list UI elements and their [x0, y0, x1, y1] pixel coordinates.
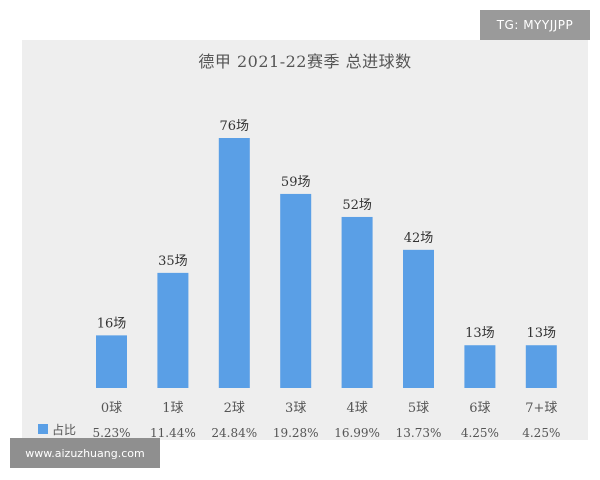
percentage-label: 16.99% — [334, 426, 380, 440]
bar-3 — [280, 193, 312, 388]
category-label: 7+球 — [525, 401, 557, 416]
bar-5 — [403, 249, 434, 388]
bar-6 — [464, 345, 496, 388]
percentage-label: 4.25% — [522, 426, 560, 440]
bar-2 — [218, 138, 250, 388]
legend-swatch — [38, 424, 48, 434]
value-labels-group: 16场 35场 76场 59场 52场 42场 13场 13场 — [97, 119, 556, 341]
category-label: 0球 — [101, 401, 122, 416]
bar-0 — [96, 335, 127, 388]
bar-value-label: 59场 — [281, 175, 311, 190]
bar-value-label: 52场 — [342, 198, 372, 213]
bar-7 — [525, 345, 557, 388]
bar-value-label: 76场 — [220, 119, 250, 134]
percentage-label: 19.28% — [273, 426, 319, 440]
bar-4 — [341, 216, 373, 388]
site-watermark: www.aizuzhuang.com — [10, 438, 160, 468]
bars-group — [96, 138, 557, 388]
category-label: 5球 — [408, 401, 429, 416]
bar-1 — [157, 272, 189, 388]
category-label: 3球 — [285, 401, 306, 416]
category-label: 4球 — [346, 401, 367, 416]
percentage-label: 5.23% — [92, 426, 130, 440]
percent-row-group: 5.23% 11.44% 24.84% 19.28% 16.99% 13.73% 4.25%… — [38, 422, 560, 440]
category-label: 6球 — [469, 401, 490, 416]
bar-value-label: 42场 — [404, 231, 434, 246]
percentage-label: 4.25% — [461, 426, 499, 440]
percentage-label: 24.84% — [211, 426, 257, 440]
chart-title: 德甲 2021-22赛季 总进球数 — [198, 52, 412, 71]
tg-badge: TG: MYYJJPP — [480, 10, 590, 40]
bar-value-label: 13场 — [527, 326, 557, 341]
category-label: 2球 — [224, 401, 245, 416]
percentage-label: 11.44% — [150, 426, 196, 440]
category-labels-group: 0球 1球 2球 3球 4球 5球 6球 7+球 — [101, 401, 558, 416]
bar-value-label: 16场 — [97, 316, 127, 331]
category-label: 1球 — [162, 401, 183, 416]
percentage-label: 13.73% — [396, 426, 442, 440]
bar-value-label: 13场 — [465, 326, 495, 341]
bar-value-label: 35场 — [158, 254, 188, 269]
legend-label: 占比 — [52, 422, 76, 437]
